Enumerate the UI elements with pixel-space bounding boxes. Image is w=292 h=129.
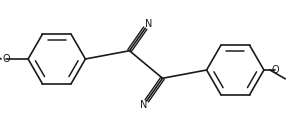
Text: N: N — [140, 100, 147, 110]
Text: O: O — [271, 65, 279, 75]
Text: O: O — [2, 54, 10, 64]
Text: N: N — [145, 19, 152, 29]
